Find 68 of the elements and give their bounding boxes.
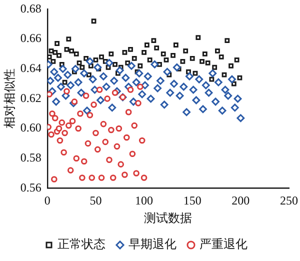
point <box>104 96 110 102</box>
point <box>80 158 88 164</box>
y-tick-label: 0.62 <box>20 90 42 105</box>
point <box>123 134 130 141</box>
point <box>110 174 116 181</box>
y-tick-label: 0.64 <box>20 61 42 76</box>
point <box>58 119 66 126</box>
point <box>122 172 128 178</box>
point <box>62 130 68 136</box>
x-tick-label: 100 <box>135 194 154 208</box>
point <box>131 122 138 129</box>
point <box>116 125 122 132</box>
legend-label: 正常状态 <box>58 237 106 252</box>
point <box>64 88 70 94</box>
point <box>75 125 82 132</box>
point <box>140 174 148 181</box>
x-tick-label: 0 <box>44 194 50 208</box>
point <box>66 122 72 129</box>
point <box>129 150 136 158</box>
y-axis-title: 相对相似性 <box>2 68 16 129</box>
point <box>51 176 58 182</box>
legend-label: 严重退化 <box>200 237 248 252</box>
point <box>84 140 92 147</box>
point <box>88 174 96 181</box>
x-tick-label: 50 <box>90 194 102 208</box>
point <box>69 118 76 124</box>
point <box>82 92 90 99</box>
point <box>108 126 114 134</box>
x-axis-title: 测试数据 <box>144 210 192 225</box>
point <box>60 149 67 156</box>
y-tick-label: 0.68 <box>20 1 42 16</box>
point <box>79 174 86 181</box>
point <box>49 110 56 117</box>
point <box>118 161 124 168</box>
point <box>112 90 118 96</box>
point <box>125 108 132 116</box>
x-tick-label: 250 <box>280 194 298 208</box>
point <box>96 86 103 93</box>
point <box>47 91 52 98</box>
y-tick-label: 0.66 <box>20 31 42 46</box>
x-tick-label: 200 <box>232 194 250 208</box>
y-tick-label: 0.56 <box>20 180 42 194</box>
point <box>138 137 146 144</box>
point <box>127 86 134 93</box>
point <box>133 170 140 176</box>
point <box>92 130 99 136</box>
point <box>67 167 74 174</box>
y-tick-label: 0.58 <box>20 150 42 165</box>
x-tick-label: 150 <box>183 194 202 208</box>
point <box>135 100 142 106</box>
point <box>137 84 144 90</box>
point <box>100 120 107 128</box>
point <box>90 102 97 108</box>
legend-label: 早期退化 <box>128 237 176 252</box>
point <box>114 143 120 150</box>
point <box>71 98 78 105</box>
point <box>94 146 101 153</box>
y-tick-label: 0.60 <box>20 120 42 135</box>
point <box>106 156 112 164</box>
point <box>98 174 105 181</box>
point <box>48 131 54 138</box>
point <box>52 114 58 122</box>
point <box>102 138 109 146</box>
point <box>86 112 94 118</box>
point <box>56 125 62 132</box>
point <box>77 110 84 117</box>
point <box>73 155 80 162</box>
point <box>56 137 64 144</box>
